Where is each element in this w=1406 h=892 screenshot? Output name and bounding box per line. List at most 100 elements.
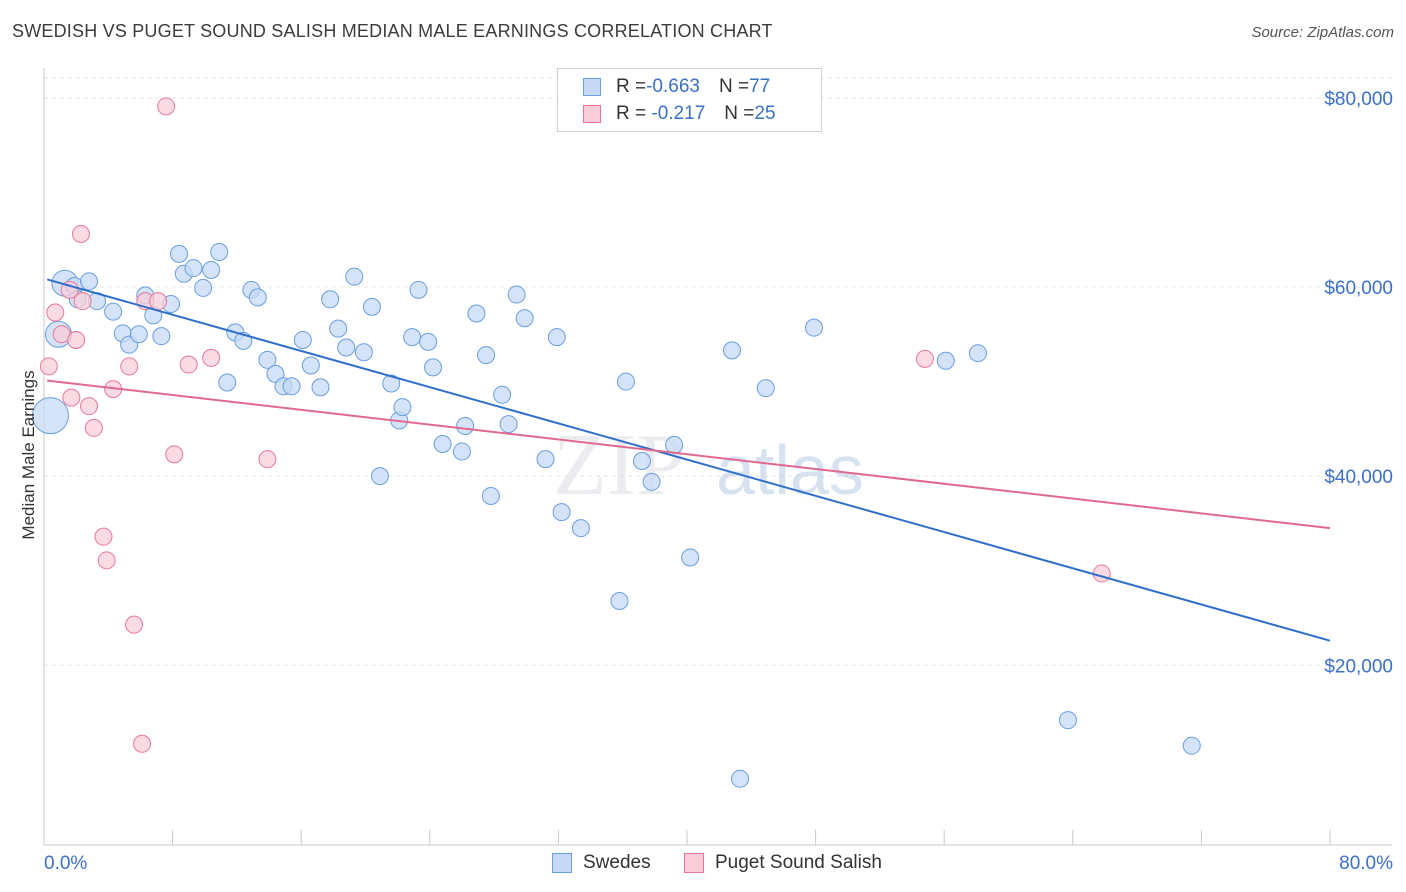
- r-label: R =: [616, 76, 647, 97]
- legend-item-swedes[interactable]: Swedes: [552, 852, 651, 874]
- swedes-point: [311, 378, 330, 397]
- swedes-point: [210, 242, 229, 261]
- axis-labels: $20,000 $40,000 $60,000 $80,000 0.0% 80.0%: [44, 89, 1393, 874]
- swedes-point: [467, 304, 486, 323]
- data-points: [31, 97, 1201, 788]
- swedes-point: [362, 297, 381, 316]
- salish-point: [67, 330, 86, 349]
- swedes-point: [258, 350, 277, 369]
- swedes-point: [345, 267, 364, 286]
- n-label: N =: [718, 76, 750, 97]
- salish-point: [62, 388, 81, 407]
- swedes-point: [129, 325, 148, 344]
- swedes-point: [403, 328, 422, 347]
- salish-trend-line: [47, 379, 1331, 530]
- swedes-point: [382, 374, 401, 393]
- swedes-point: [301, 356, 320, 375]
- swedes-point: [321, 290, 340, 309]
- swedes-point: [80, 272, 99, 291]
- salish-point: [120, 357, 139, 376]
- swedes-point: [424, 358, 443, 377]
- stats-legend: R = -0.663 N = 77 R = -0.217 N = 25: [557, 68, 822, 132]
- salish-point: [94, 527, 113, 546]
- swedes-point: [507, 285, 526, 304]
- y-tick-label: $80,000: [1324, 89, 1393, 110]
- axes: [43, 68, 1392, 846]
- salish-point: [179, 355, 198, 374]
- watermark-atlas: atlas: [716, 431, 864, 509]
- swedes-point: [456, 417, 475, 436]
- swedes-point: [536, 450, 555, 469]
- swedes-legend-swatch: [552, 853, 572, 873]
- x-tick-label: 0.0%: [44, 853, 87, 874]
- n-value: 25: [754, 103, 776, 124]
- swedes-point: [547, 328, 566, 347]
- salish-point: [46, 303, 65, 322]
- swedes-point: [31, 397, 69, 435]
- salish-legend-swatch: [684, 853, 704, 873]
- swedes-point: [409, 280, 428, 299]
- legend-item-salish[interactable]: Puget Sound Salish: [684, 852, 882, 874]
- salish-point: [258, 450, 277, 469]
- salish-point: [97, 551, 116, 570]
- grid-lines: [44, 77, 1392, 666]
- swedes-point: [248, 288, 267, 307]
- legend-label-salish: Puget Sound Salish: [715, 852, 882, 873]
- n-value: 77: [749, 76, 771, 97]
- swedes-point: [493, 385, 512, 404]
- swedes-point: [642, 472, 661, 491]
- swedes-point: [393, 398, 412, 417]
- y-tick-label: $60,000: [1324, 278, 1393, 299]
- swedes-point: [1058, 711, 1077, 730]
- r-label: R =: [616, 103, 647, 124]
- y-axis-title: Median Male Earnings: [19, 370, 38, 539]
- series-legend: Swedes Puget Sound Salish: [0, 852, 1406, 878]
- stats-row-swedes: R = -0.663 N = 77: [583, 74, 771, 100]
- swedes-point: [723, 341, 742, 360]
- legend-label-swedes: Swedes: [583, 852, 651, 873]
- watermark: ZIP atlas: [553, 417, 864, 514]
- swedes-point: [552, 503, 571, 522]
- salish-point: [80, 397, 99, 416]
- swedes-point: [499, 415, 518, 434]
- r-value: -0.217: [646, 103, 706, 124]
- chart-title: SWEDISH VS PUGET SOUND SALISH MEDIAN MAL…: [12, 21, 773, 41]
- swedes-point: [610, 591, 629, 610]
- swedes-point: [194, 278, 213, 297]
- salish-point: [39, 357, 58, 376]
- swedes-point: [632, 452, 651, 471]
- swedes-point: [370, 467, 389, 486]
- salish-point: [125, 615, 144, 634]
- swedes-point: [170, 244, 189, 263]
- salish-swatch: [583, 105, 601, 123]
- r-value: -0.663: [646, 76, 700, 97]
- salish-point: [157, 97, 176, 116]
- swedes-point: [571, 519, 590, 538]
- swedes-point: [731, 769, 750, 788]
- swedes-point: [329, 319, 348, 338]
- trend-lines: [46, 278, 1331, 642]
- swedes-point: [104, 302, 123, 321]
- salish-point: [1092, 564, 1111, 583]
- salish-point: [84, 418, 103, 437]
- swedes-point: [282, 377, 301, 396]
- swedes-point: [218, 373, 237, 392]
- swedes-point: [419, 332, 438, 351]
- salish-point: [202, 348, 221, 367]
- swedes-point: [202, 260, 221, 279]
- swedes-point: [354, 343, 373, 362]
- swedes-point: [665, 435, 684, 454]
- x-tick-label: 80.0%: [1339, 853, 1393, 874]
- y-tick-label: $20,000: [1324, 656, 1393, 677]
- swedes-point: [152, 327, 171, 346]
- swedes-point: [433, 434, 452, 453]
- swedes-trend-line: [46, 278, 1331, 642]
- salish-point: [71, 225, 90, 244]
- swedes-point: [936, 351, 955, 370]
- watermark-zip: ZIP: [553, 417, 685, 514]
- salish-point: [915, 349, 934, 368]
- swedes-point: [681, 548, 700, 567]
- swedes-point: [477, 346, 496, 365]
- swedes-swatch: [583, 78, 601, 96]
